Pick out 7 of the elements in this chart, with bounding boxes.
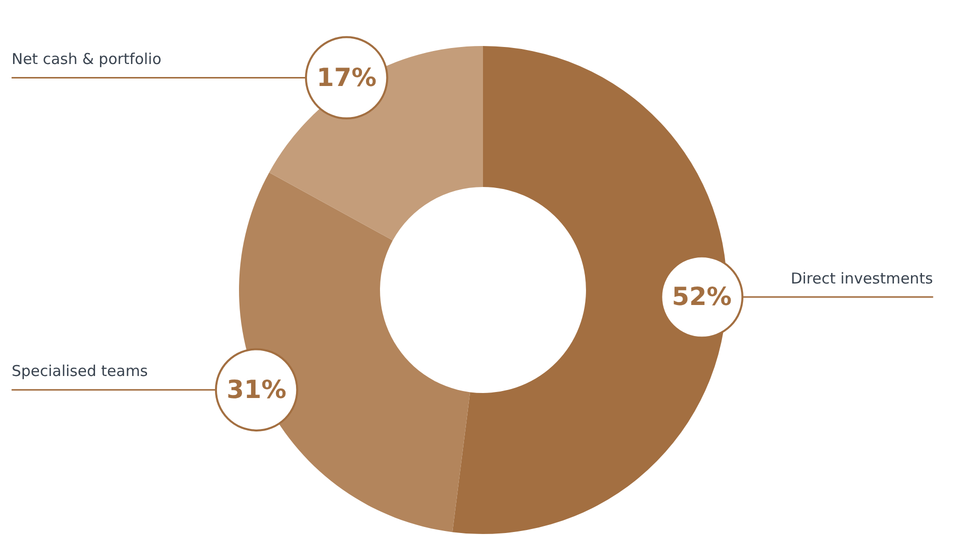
slice-label: Specialised teams: [12, 362, 148, 380]
data-label: 52%: [672, 282, 732, 311]
data-label: 31%: [226, 374, 286, 404]
data-label: 17%: [316, 62, 377, 92]
slice-label: Net cash & portfolio: [12, 50, 162, 68]
donut-slice: [269, 46, 483, 240]
slice-label: Direct investments: [790, 269, 934, 288]
